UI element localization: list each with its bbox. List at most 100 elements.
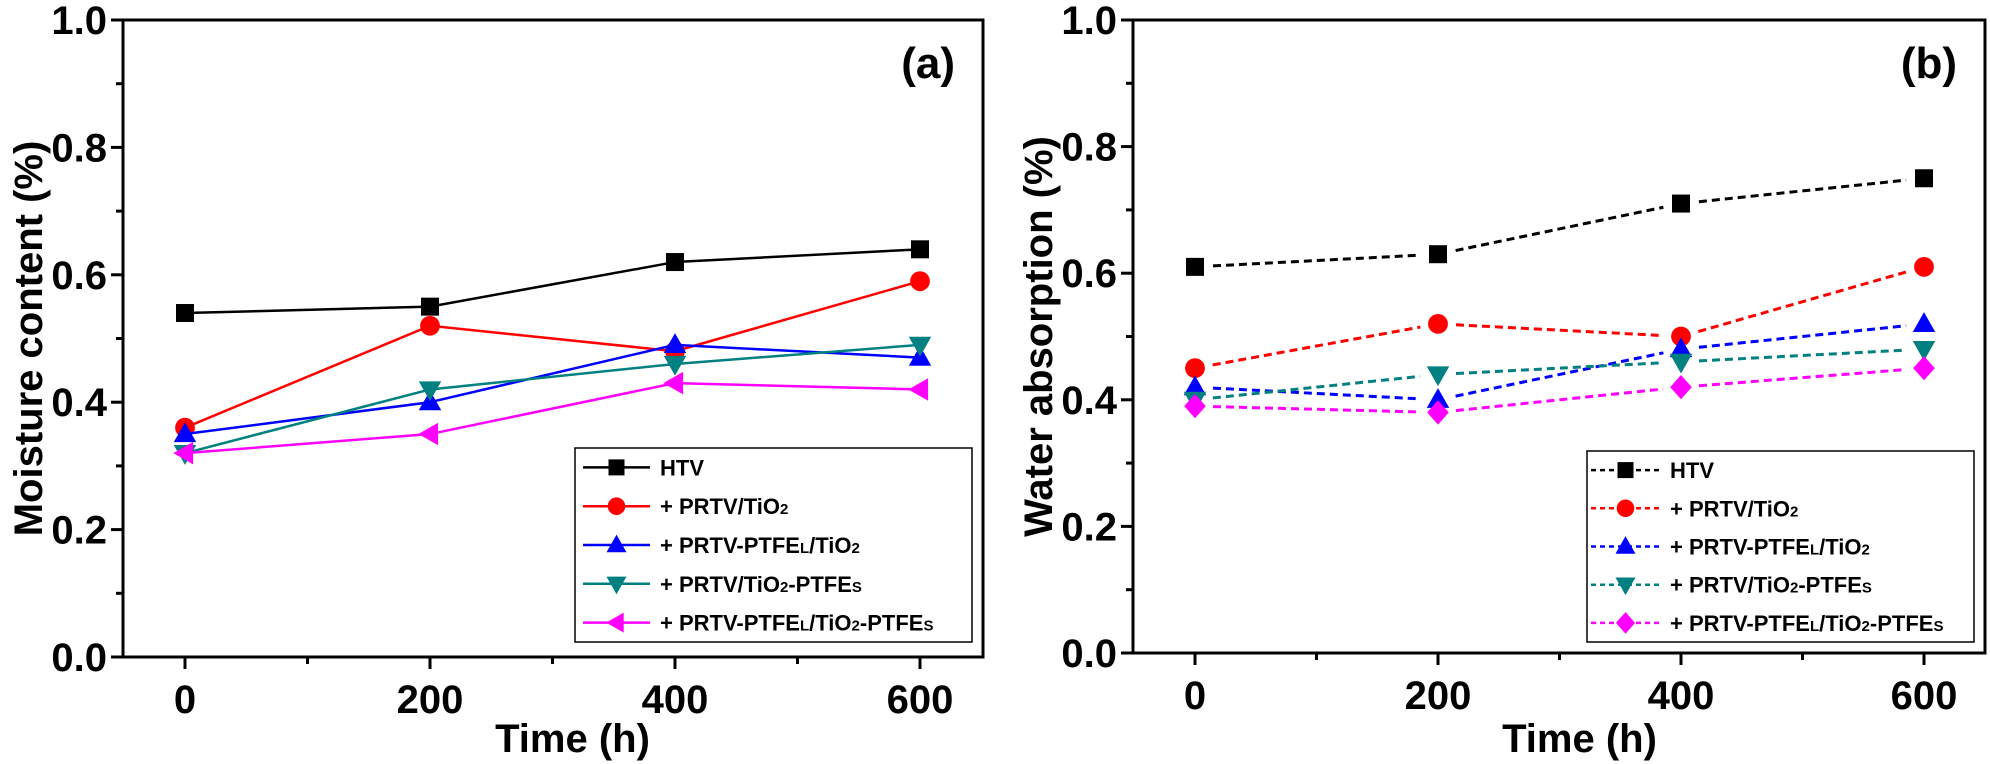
series-segment [1698,348,1907,363]
marker-square [1429,245,1447,264]
marker-triangle-up [663,333,687,353]
x-tick-label: 0 [174,678,196,722]
series-segment [674,343,921,359]
x-tick-label: 200 [1405,674,1472,718]
marker-diamond [1913,356,1935,381]
marker-triangle-up [1669,337,1693,358]
legend-label: HTV [1670,458,1714,483]
series-segment [429,260,676,308]
marker-triangle-up [606,534,627,553]
marker-diamond [1427,400,1449,425]
x-tick-label: 200 [397,678,464,722]
x-tick-label: 600 [1891,674,1958,718]
marker-square [421,297,439,316]
legend-label-subscript: 2 [852,540,860,557]
series-segment [1697,270,1908,333]
x-axis: 0 200 400 600 [1184,653,1958,718]
legend-label: + PRTV/TiO2 [660,494,788,519]
marker-circle [607,497,626,515]
marker-circle [1428,313,1448,334]
y-tick-label: 0.8 [1061,126,1117,170]
legend-item: + PRTV/TiO2 [1591,496,1798,521]
series-segment [184,324,431,429]
legend-box [1586,450,1975,643]
series-segment [184,400,431,436]
x-axis-title: Time (h) [495,717,650,761]
series-segment [1212,253,1421,268]
marker-triangle-down [606,576,627,595]
legend: HTV+ PRTV/TiO2+ PRTV-PTFEL/TiO2+ PRTV/Ti… [574,447,973,643]
legend-label-text: HTV [660,455,704,480]
marker-square [911,240,929,259]
series-segment [674,248,921,264]
legend-label-text: -PTFE [1798,573,1862,598]
legend-label-subscript: S [1933,618,1943,635]
legend-label: HTV [660,455,704,480]
y-axis-title: Moisture content (%) [7,141,51,537]
marker-triangle-down [1912,341,1936,361]
series-segment [674,343,921,366]
marker-triangle-down [663,355,687,376]
legend-label-subscript: 2 [1862,618,1870,635]
legend-label-subscript: L [1810,542,1819,559]
x-tick-label: 600 [887,678,954,722]
series-segment [1212,325,1421,367]
legend-label-text: + PRTV-PTFE [1670,535,1810,560]
series-triangle-left [173,371,929,465]
marker-triangle-left [173,441,194,465]
marker-triangle-down [1669,353,1693,374]
legend-item: HTV [583,455,704,480]
legend-label: + PRTV-PTFEL/TiO2 [660,533,860,558]
marker-circle [1671,326,1691,347]
legend: HTV+ PRTV/TiO2+ PRTV-PTFEL/TiO2+ PRTV/Ti… [1586,450,1975,643]
y-axis: 0.0 0.2 0.4 0.6 0.8 1.0 [51,0,123,680]
y-tick-label: 0.8 [51,126,107,170]
legend-label-text: -PTFE [788,572,852,597]
legend-item: + PRTV-PTFEL/TiO2 [583,533,860,558]
y-axis: 0.0 0.2 0.4 0.6 0.8 1.0 [1061,0,1133,676]
legend-label: + PRTV-PTFEL/TiO2 [1670,535,1870,560]
legend-label-subscript: 2 [1862,542,1870,559]
y-tick-label: 0.4 [1061,379,1117,423]
y-tick-label: 0.4 [51,381,107,425]
panel-label: (b) [1901,39,1957,88]
marker-triangle-up [1426,388,1450,408]
y-tick-label: 0.2 [1061,505,1117,549]
marker-triangle-left [908,378,929,401]
y-tick-label: 0.0 [51,636,107,680]
marker-square [1915,169,1933,188]
series-segment [184,432,431,455]
marker-triangle-up [173,422,197,443]
legend-label: + PRTV/TiO2 [1670,496,1798,521]
legend-label: + PRTV-PTFEL/TiO2-PTFES [1670,611,1943,636]
legend-label-text: /TiO [1819,611,1861,636]
series-segment [1455,205,1664,253]
legend-label-text: -PTFE [1870,611,1934,636]
legend-label-text: + PRTV-PTFE [660,611,800,636]
marker-triangle-left [418,422,439,446]
series-triangle-down [173,336,932,465]
legend-item: + PRTV-PTFEL/TiO2-PTFES [583,611,933,636]
series-segment [674,381,921,391]
panel-label: (a) [901,39,955,88]
series-segment [1698,324,1907,349]
legend-label-subscript: 2 [780,501,788,518]
legend-label-subscript: 2 [1790,580,1798,597]
series-segment [1212,405,1421,414]
series-segment [1698,368,1907,388]
x-tick-label: 400 [642,678,709,722]
series-segment [674,279,921,353]
legend-label-subscript: 2 [1790,503,1798,520]
series-segment [429,343,676,404]
y-tick-label: 0.6 [1061,252,1117,296]
legend-label-text: + PRTV/TiO [660,572,780,597]
series-diamond [1184,356,1935,425]
legend-label-subscript: S [852,579,862,596]
legend-item: + PRTV-PTFEL/TiO2 [1591,535,1870,560]
series-circle [1185,256,1934,379]
series-segment [429,324,676,353]
marker-square [1186,257,1204,276]
legend-item: + PRTV/TiO2-PTFES [1591,573,1872,598]
marker-triangle-left [663,371,684,395]
series-segment [1455,351,1664,398]
